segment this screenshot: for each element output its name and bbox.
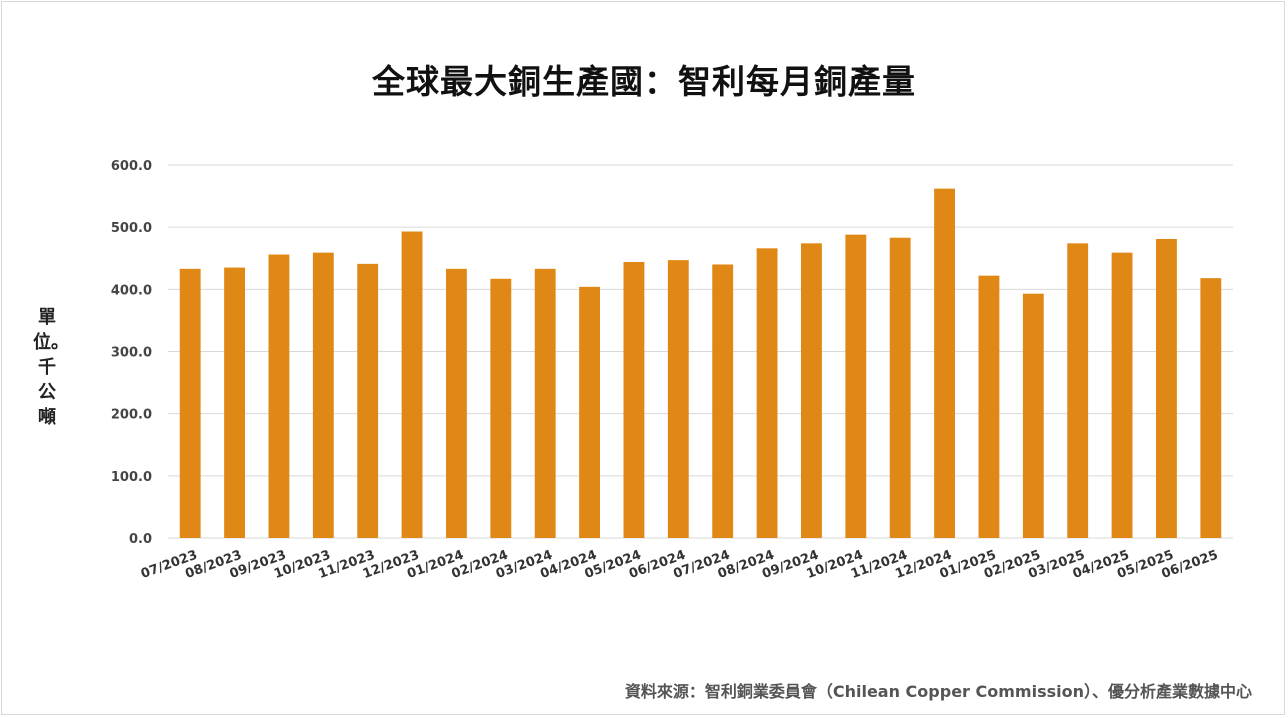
bar-09-2024 [801,243,822,538]
bar-11-2023 [357,263,379,538]
bar-02-2025 [1022,293,1044,538]
y-axis-label: 單位。千公噸 [33,307,69,428]
bar-01-2024 [446,268,467,538]
bar-12-2024 [934,188,955,538]
bar-08-2023 [224,267,245,538]
y-axis-ticks: 0.0 100.0 200.0 300.0 400.0 500.0 600.0 [111,159,152,547]
bars [179,188,1222,539]
bar-02-2024 [490,278,512,538]
bar-10-2023 [312,252,334,538]
bar-07-2024 [712,264,734,538]
bar-04-2025 [1111,252,1133,538]
y-tick-label: 600.0 [111,159,152,174]
bar-12-2023 [401,231,423,539]
bar-11-2024 [889,237,911,539]
bar-10-2024 [845,234,867,539]
y-tick-label: 400.0 [111,283,152,298]
bar-01-2025 [978,275,1000,538]
chart-title: 全球最大銅生產國：智利每月銅產量 [372,62,916,101]
x-axis-ticks: 07/202308/202309/202310/202311/202312/20… [139,548,1220,582]
bar-03-2024 [534,268,556,538]
gridlines [168,164,1233,539]
bar-07-2023 [179,268,201,538]
y-tick-label: 300.0 [111,346,152,361]
source-note: 資料來源：智利銅業委員會（Chilean Copper Commission）、… [624,682,1252,701]
bar-05-2024 [623,261,645,538]
y-tick-label: 500.0 [111,221,152,236]
bar-03-2025 [1067,243,1089,538]
bar-05-2025 [1156,238,1177,538]
y-tick-label: 200.0 [111,408,152,423]
bar-08-2024 [756,248,778,538]
bar-09-2023 [268,254,290,538]
bar-06-2024 [667,260,689,538]
y-tick-label: 0.0 [129,532,152,547]
bar-06-2025 [1200,278,1222,538]
y-tick-label: 100.0 [111,470,152,485]
bar-04-2024 [579,286,600,538]
